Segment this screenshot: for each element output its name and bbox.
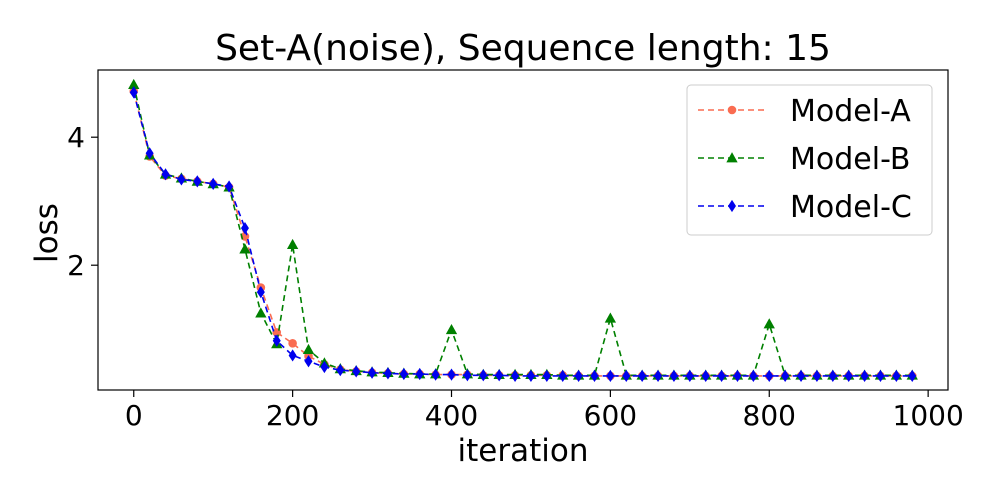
data-point [558,369,567,383]
legend-marker [727,105,737,115]
data-point [209,177,218,191]
data-point [240,221,249,235]
data-point [526,369,535,383]
data-point [177,173,186,186]
data-point [431,368,440,381]
data-point [511,369,520,383]
data-point [765,369,774,383]
data-point [876,369,885,383]
data-point [892,369,901,383]
data-point [255,307,267,318]
legend-box [686,84,933,236]
data-point [272,334,281,347]
series-line [132,90,913,377]
x-tick-label: 0 [125,399,143,432]
data-point [797,369,806,383]
x-tick-label: 1000 [893,399,964,432]
x-axis-label: iteration [458,433,589,469]
data-point [812,369,821,383]
x-tick-label: 400 [425,399,478,432]
data-point [828,369,837,383]
y-axis-label: loss [29,203,65,263]
data-point [304,355,313,368]
data-point [908,369,917,383]
data-point [542,369,551,383]
legend: Model-A Model-B Model-C [686,84,933,236]
data-point [445,324,458,335]
data-point [129,86,138,99]
data-point [415,367,424,381]
x-axis: 0 200 400 600 800 1000 [125,390,964,432]
data-point [286,238,299,250]
x-tick-label: 200 [266,399,319,432]
y-tick-label: 2 [67,249,85,282]
data-point [352,365,361,378]
chart-title: Set-A(noise), Sequence length: 15 [215,28,831,69]
data-point [574,369,583,383]
data-point [606,369,615,383]
legend-marker [728,199,736,213]
data-point [654,369,663,383]
data-point [622,369,631,383]
legend-label: Model-A [790,94,911,129]
data-point [336,364,345,377]
data-point [225,180,234,193]
data-point [669,369,678,383]
data-point [302,343,315,355]
legend-label: Model-C [790,190,912,225]
data-point [844,369,853,383]
data-point [145,147,154,160]
data-point [733,369,742,383]
data-point [685,369,694,383]
series-line [132,92,913,377]
data-point [495,369,504,382]
series-model-c [129,86,917,383]
data-point [383,367,392,380]
data-point [447,368,456,381]
x-tick-label: 600 [584,399,637,432]
data-point [368,366,377,379]
data-point [638,369,647,383]
data-point [463,369,472,382]
data-point [781,369,790,383]
data-point [288,349,297,362]
data-point [193,175,202,188]
data-point [161,168,170,181]
data-point [763,318,775,329]
legend-label: Model-B [790,142,910,177]
y-axis: 24 [67,121,98,282]
data-point [749,369,758,383]
data-point [701,369,710,383]
x-tick-label: 800 [743,399,796,432]
y-tick-label: 4 [67,121,85,154]
data-point [320,360,329,374]
data-point [399,367,408,381]
data-point [604,312,617,323]
data-point [256,285,265,299]
legend-marker [726,152,738,163]
series-layer [128,78,918,383]
data-point [717,369,726,383]
data-point [479,369,488,382]
data-point [860,369,869,383]
plot-frame [97,69,949,391]
data-point [288,338,297,348]
data-point [590,369,599,383]
series-line [132,84,913,377]
data-point [239,243,251,254]
